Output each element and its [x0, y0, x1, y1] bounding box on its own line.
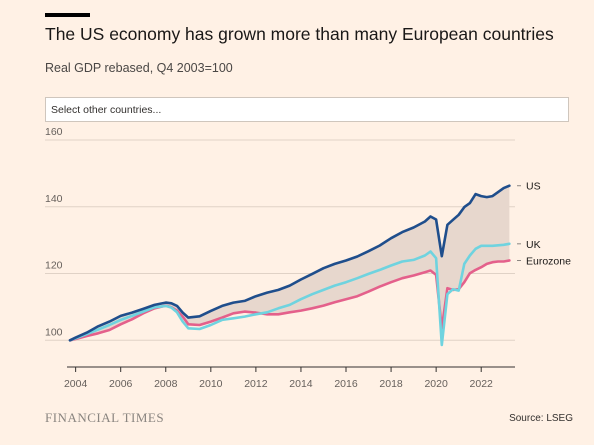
x-tick-label-2012: 2012 — [244, 378, 268, 390]
country-select-input[interactable]: Select other countries... — [45, 97, 569, 122]
y-axis-ticks: 100 120 140 160 — [45, 126, 63, 338]
chart-title: The US economy has grown more than many … — [45, 24, 554, 44]
grid-lines — [45, 139, 515, 341]
series-label-us: US — [526, 181, 541, 193]
series-labels: US UK Eurozone — [517, 181, 571, 268]
series-label-uk: UK — [526, 239, 541, 251]
source-note: Source: LSEG — [509, 413, 573, 424]
x-tick-label-2018: 2018 — [379, 378, 403, 390]
chart-subtitle: Real GDP rebased, Q4 2003=100 — [45, 61, 233, 75]
gap-shaded-area — [70, 185, 510, 341]
x-tick-label-2008: 2008 — [154, 378, 178, 390]
x-tick-label-2004: 2004 — [64, 378, 88, 390]
y-tick-label-140: 140 — [45, 193, 63, 205]
y-tick-label-100: 100 — [45, 326, 63, 338]
x-tick-label-2016: 2016 — [334, 378, 358, 390]
x-tick-label-2006: 2006 — [109, 378, 133, 390]
series-line-us — [68, 184, 511, 342]
y-tick-label-160: 160 — [45, 126, 63, 138]
financial-times-logo: FINANCIAL TIMES — [45, 410, 165, 425]
x-tick-label-2022: 2022 — [470, 378, 494, 390]
x-axis-ticks: 2004 2006 2008 2010 2012 2014 2016 2018 2020 2022 — [64, 367, 493, 390]
x-tick-label-2020: 2020 — [424, 378, 448, 390]
x-tick-label-2010: 2010 — [199, 378, 223, 390]
y-tick-label-120: 120 — [45, 260, 63, 272]
series-line-uk — [68, 242, 511, 347]
series-label-eurozone: Eurozone — [526, 256, 571, 268]
series-lines — [68, 184, 511, 347]
header-accent-bar — [45, 13, 90, 17]
x-tick-label-2014: 2014 — [289, 378, 313, 390]
